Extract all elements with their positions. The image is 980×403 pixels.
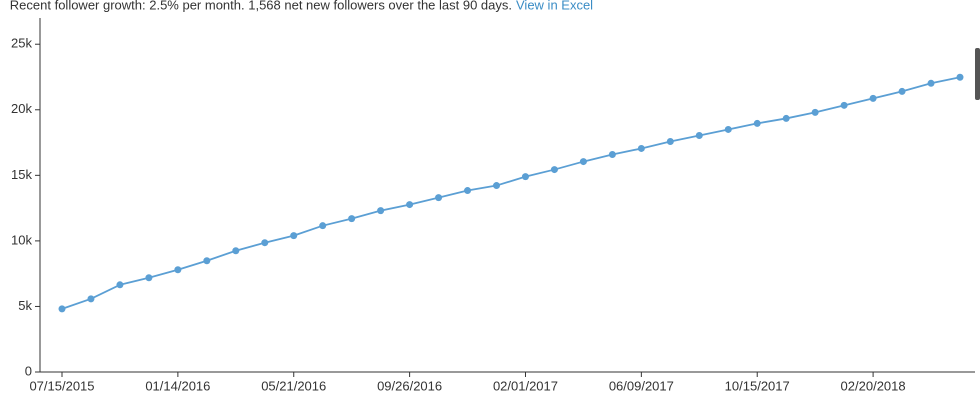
point: [898, 87, 906, 95]
point: [840, 101, 848, 109]
point: [637, 144, 645, 152]
point: [782, 114, 790, 122]
point: [348, 215, 356, 223]
point: [550, 166, 558, 174]
point: [753, 119, 761, 127]
x-tick-label: 06/09/2017: [609, 378, 674, 393]
excel-link[interactable]: View in Excel: [516, 0, 593, 12]
y-tick-label: 0: [25, 363, 32, 378]
scroll-handle: [975, 48, 980, 100]
x-tick-label: 05/21/2016: [261, 378, 326, 393]
point: [290, 232, 298, 240]
chart-title: Recent follower growth: 2.5% per month. …: [10, 0, 512, 12]
point: [406, 201, 414, 209]
x-tick-label: 07/15/2015: [29, 378, 94, 393]
point: [927, 79, 935, 87]
point: [377, 207, 385, 215]
y-tick-label: 25k: [11, 36, 32, 51]
point: [493, 182, 501, 190]
point: [116, 281, 124, 289]
x-tick-label: 02/01/2017: [493, 378, 558, 393]
point: [608, 150, 616, 158]
point: [521, 173, 529, 181]
point: [87, 295, 95, 303]
x-tick-label: 09/26/2016: [377, 378, 442, 393]
point: [174, 266, 182, 274]
point: [319, 222, 327, 230]
point: [695, 131, 703, 139]
line: [61, 76, 961, 310]
y-tick-label: 15k: [11, 167, 32, 182]
point: [956, 73, 964, 81]
point: [579, 158, 587, 166]
x-tick-label: 10/15/2017: [725, 378, 790, 393]
point: [666, 138, 674, 146]
x-tick-label: 02/20/2018: [841, 378, 906, 393]
y-tick-label: 5k: [18, 298, 32, 313]
point: [203, 257, 211, 265]
y-tick-label: 20k: [11, 101, 32, 116]
point: [145, 274, 153, 282]
x-tick-label: 01/14/2016: [145, 378, 210, 393]
point: [464, 187, 472, 195]
point: [724, 125, 732, 133]
point: [58, 305, 66, 313]
point: [811, 108, 819, 116]
point: [232, 247, 240, 255]
point: [435, 194, 443, 202]
point: [261, 239, 269, 247]
y-tick-label: 10k: [11, 232, 32, 247]
point: [869, 94, 877, 102]
